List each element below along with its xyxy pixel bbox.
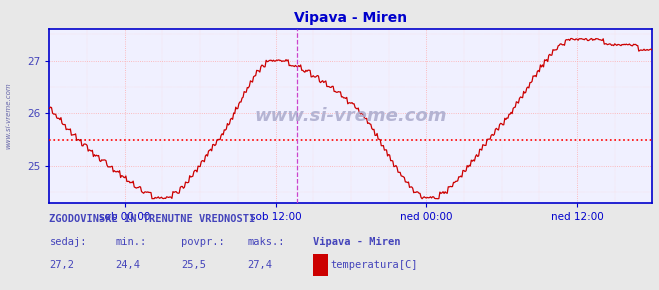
Title: Vipava - Miren: Vipava - Miren (295, 11, 407, 25)
Text: maks.:: maks.: (247, 237, 285, 247)
Text: temperatura[C]: temperatura[C] (331, 260, 418, 270)
Text: ZGODOVINSKE IN TRENUTNE VREDNOSTI: ZGODOVINSKE IN TRENUTNE VREDNOSTI (49, 214, 256, 224)
Text: www.si-vreme.com: www.si-vreme.com (254, 107, 447, 125)
Text: min.:: min.: (115, 237, 146, 247)
Text: Vipava - Miren: Vipava - Miren (313, 237, 401, 247)
Text: sedaj:: sedaj: (49, 237, 87, 247)
Text: 27,4: 27,4 (247, 260, 272, 270)
Text: www.si-vreme.com: www.si-vreme.com (5, 83, 11, 149)
Text: 25,5: 25,5 (181, 260, 206, 270)
Text: 27,2: 27,2 (49, 260, 74, 270)
Text: povpr.:: povpr.: (181, 237, 225, 247)
Text: 24,4: 24,4 (115, 260, 140, 270)
